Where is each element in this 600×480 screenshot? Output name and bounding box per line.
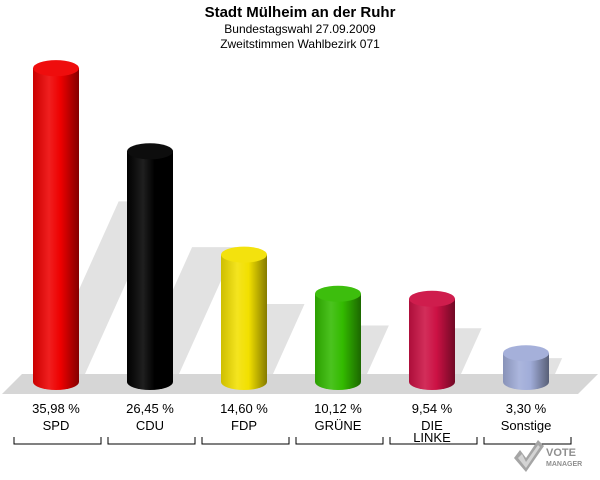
bar-top bbox=[409, 290, 455, 307]
bar-top bbox=[315, 285, 361, 302]
value-label: 26,45 % bbox=[126, 401, 174, 416]
bar-body bbox=[409, 298, 455, 390]
category-bracket bbox=[201, 437, 290, 445]
bar-body bbox=[127, 151, 173, 390]
logo-text-vote: VOTE bbox=[546, 447, 576, 459]
chart-subtitle-district: Zweitstimmen Wahlbezirk 071 bbox=[220, 37, 380, 51]
bar-shadows bbox=[41, 201, 563, 374]
category-label: FDP bbox=[231, 418, 257, 433]
value-label: 10,12 % bbox=[314, 401, 362, 416]
bar-body bbox=[315, 293, 361, 390]
votemanager-logo: VOTE MANAGER bbox=[514, 440, 582, 472]
value-label: 3,30 % bbox=[506, 401, 547, 416]
value-label: 35,98 % bbox=[32, 401, 80, 416]
category-label-line: DIE bbox=[421, 418, 443, 433]
category-label-line: CDU bbox=[136, 418, 164, 433]
bar-body bbox=[221, 254, 267, 390]
chart-subtitle-election: Bundestagswahl 27.09.2009 bbox=[224, 22, 376, 36]
bar-body bbox=[503, 353, 549, 390]
category-label-line: FDP bbox=[231, 418, 257, 433]
category-bracket bbox=[389, 437, 478, 445]
category-bracket bbox=[295, 437, 384, 445]
category-label-line: SPD bbox=[43, 418, 70, 433]
bar-top bbox=[221, 246, 267, 263]
chart-title: Stadt Mülheim an der Ruhr bbox=[204, 4, 396, 21]
value-label: 14,60 % bbox=[220, 401, 268, 416]
value-label: 9,54 % bbox=[412, 401, 453, 416]
category-label: DIE LINKE bbox=[413, 418, 451, 445]
category-brackets bbox=[13, 437, 572, 445]
category-label-line: Sonstige bbox=[501, 418, 552, 433]
bar-top bbox=[503, 345, 549, 362]
chart-header: Stadt Mülheim an der Ruhr Bundestagswahl… bbox=[0, 4, 600, 52]
logo-text-manager: MANAGER bbox=[546, 461, 582, 468]
category-label: CDU bbox=[136, 418, 164, 433]
category-label: GRÜNE bbox=[315, 418, 362, 433]
bar-body bbox=[33, 68, 79, 391]
checkmark-icon bbox=[514, 440, 544, 472]
bars bbox=[33, 60, 549, 391]
category-label-line: GRÜNE bbox=[315, 418, 362, 433]
category-bracket bbox=[107, 437, 196, 445]
category-bracket bbox=[483, 437, 572, 445]
category-bracket bbox=[13, 437, 102, 445]
bar-labels: 35,98 % SPD 26,45 % CDU 14,60 % FDP 10,12 % GRÜ… bbox=[32, 401, 551, 445]
category-label-line: LINKE bbox=[413, 430, 451, 445]
category-label: SPD bbox=[43, 418, 70, 433]
category-label: Sonstige bbox=[501, 418, 552, 433]
bar-top bbox=[33, 60, 79, 77]
bar-top bbox=[127, 143, 173, 160]
